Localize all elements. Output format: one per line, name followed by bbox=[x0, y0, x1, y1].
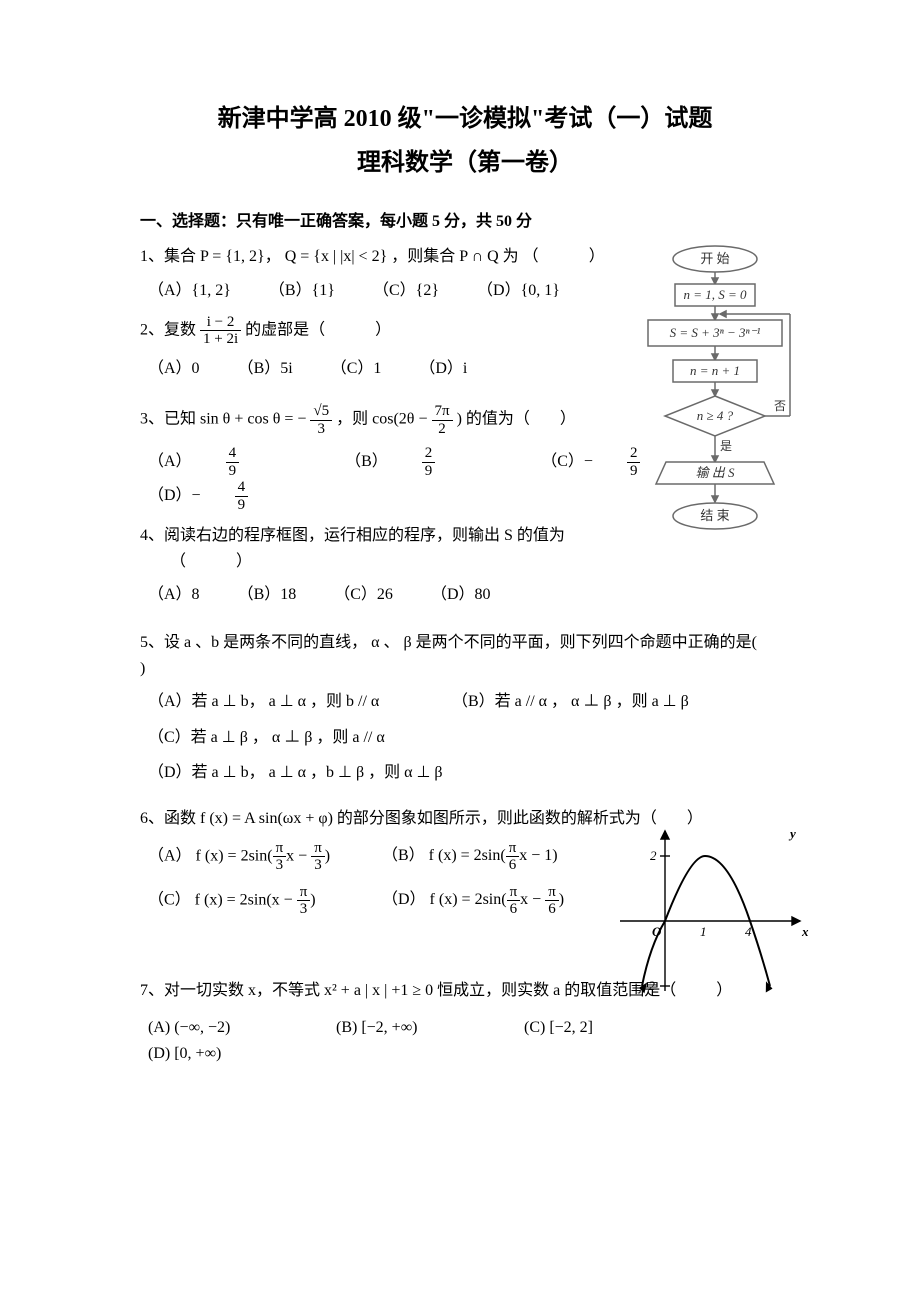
sine-x1: 1 bbox=[700, 924, 707, 939]
question-5: 5、设 a 、b 是两条不同的直线， α 、 β 是两个不同的平面，则下列四个命… bbox=[140, 630, 790, 681]
q5-opt-d: （D）若 a ⊥ b， a ⊥ α ，b ⊥ β ，则 α ⊥ β bbox=[148, 760, 488, 786]
q3-opt-b: （B）29 bbox=[345, 445, 503, 479]
q5-options: （A）若 a ⊥ b， a ⊥ α ，则 b // α （B）若 a // α … bbox=[140, 689, 790, 796]
flow-s3: n = n + 1 bbox=[690, 363, 740, 378]
q2-opt-a: （A）0 bbox=[148, 356, 200, 382]
q4-opt-b: （B）18 bbox=[238, 582, 297, 608]
section-1-heading: 一、选择题：只有唯一正确答案，每小题 5 分，共 50 分 bbox=[140, 209, 790, 235]
q6-opt-a: （A） f (x) = 2sin(π3x − π3) bbox=[148, 840, 378, 874]
flow-yes: 是 bbox=[720, 439, 732, 453]
q6-opt-d: （D） f (x) = 2sin(π6x − π6) bbox=[382, 891, 564, 908]
q2-opt-d: （D）i bbox=[419, 356, 467, 382]
exam-title: 新津中学高 2010 级"一诊模拟"考试（一）试题 bbox=[140, 100, 790, 138]
sine-y2: 2 bbox=[650, 848, 657, 863]
question-3: 3、已知 sin θ + cos θ = − √53 ，则 cos(2θ − 7… bbox=[140, 403, 790, 437]
q3-opt-a: （A）49 bbox=[148, 445, 307, 479]
q7-opt-a: (A) (−∞, −2) bbox=[148, 1015, 298, 1041]
question-4: 4、阅读右边的程序框图，运行相应的程序，则输出 S 的值为 （） bbox=[140, 523, 610, 574]
q1-opt-d: （D）{0, 1} bbox=[477, 278, 560, 304]
question-1: 1、集合 P = {1, 2}， Q = {x | |x| < 2} ，则集合 … bbox=[140, 244, 790, 270]
q1-opt-c: （C）{2} bbox=[373, 278, 439, 304]
q1-opt-b: （B）{1} bbox=[269, 278, 335, 304]
sine-x4: 4 bbox=[745, 924, 752, 939]
q4-opt-c: （C）26 bbox=[334, 582, 393, 608]
q4-opt-d: （D）80 bbox=[431, 582, 491, 608]
q7-opt-c: (C) [−2, 2] bbox=[524, 1015, 674, 1041]
flow-out: 输 出 S bbox=[695, 465, 735, 480]
q2-opt-b: （B）5i bbox=[238, 356, 293, 382]
q1-opt-a: （A）{1, 2} bbox=[148, 278, 231, 304]
sine-figure: y x O 1 4 2 -2 bbox=[610, 826, 810, 996]
question-6: 6、函数 f (x) = A sin(ωx + φ) 的部分图象如图所示，则此函… bbox=[140, 806, 790, 832]
q5-opt-b: （B）若 a // α ， α ⊥ β ，则 a ⊥ β bbox=[452, 689, 752, 715]
q6-opt-c: （C） f (x) = 2sin(x − π3) bbox=[148, 884, 378, 918]
question-2: 2、复数 i − 21 + 2i 的虚部是（） bbox=[140, 314, 790, 348]
q4-options: （A）8 （B）18 （C）26 （D）80 bbox=[140, 582, 790, 608]
q2-opt-c: （C）1 bbox=[331, 356, 382, 382]
q6-opt-b: （B） f (x) = 2sin(π6x − 1) bbox=[382, 847, 558, 864]
flow-end: 结 束 bbox=[700, 508, 729, 523]
q7-options: (A) (−∞, −2) (B) [−2, +∞) (C) [−2, 2] (D… bbox=[140, 1015, 790, 1066]
q7-opt-b: (B) [−2, +∞) bbox=[336, 1015, 486, 1041]
q4-opt-a: （A）8 bbox=[148, 582, 200, 608]
flow-s1: n = 1, S = 0 bbox=[683, 287, 747, 302]
q1-text: 1、集合 P = {1, 2}， Q = {x | |x| < 2} ，则集合 … bbox=[140, 248, 539, 265]
q5-opt-a: （A）若 a ⊥ b， a ⊥ α ，则 b // α bbox=[148, 689, 448, 715]
q3-opt-d: （D）−49 bbox=[148, 479, 316, 513]
q5-opt-c: （C）若 a ⊥ β ， α ⊥ β ，则 a // α bbox=[148, 725, 448, 751]
exam-subtitle: 理科数学（第一卷） bbox=[140, 144, 790, 182]
sine-xlabel: x bbox=[801, 924, 809, 939]
sine-origin: O bbox=[652, 924, 662, 939]
q2-fraction: i − 21 + 2i bbox=[200, 314, 241, 348]
question-7: 7、对一切实数 x，不等式 x² + a | x | +1 ≥ 0 恒成立，则实… bbox=[140, 978, 790, 1004]
q7-opt-d: (D) [0, +∞) bbox=[148, 1041, 298, 1067]
